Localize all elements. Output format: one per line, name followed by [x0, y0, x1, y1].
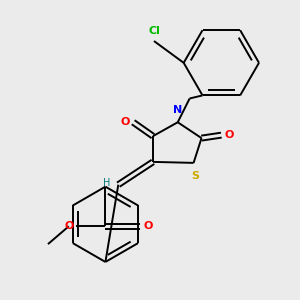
Text: O: O	[143, 221, 152, 231]
Text: H: H	[103, 178, 110, 188]
Text: Cl: Cl	[148, 26, 160, 36]
Text: N: N	[173, 105, 182, 115]
Text: O: O	[64, 221, 74, 231]
Text: S: S	[192, 171, 200, 181]
Text: O: O	[121, 117, 130, 127]
Text: O: O	[224, 130, 234, 140]
